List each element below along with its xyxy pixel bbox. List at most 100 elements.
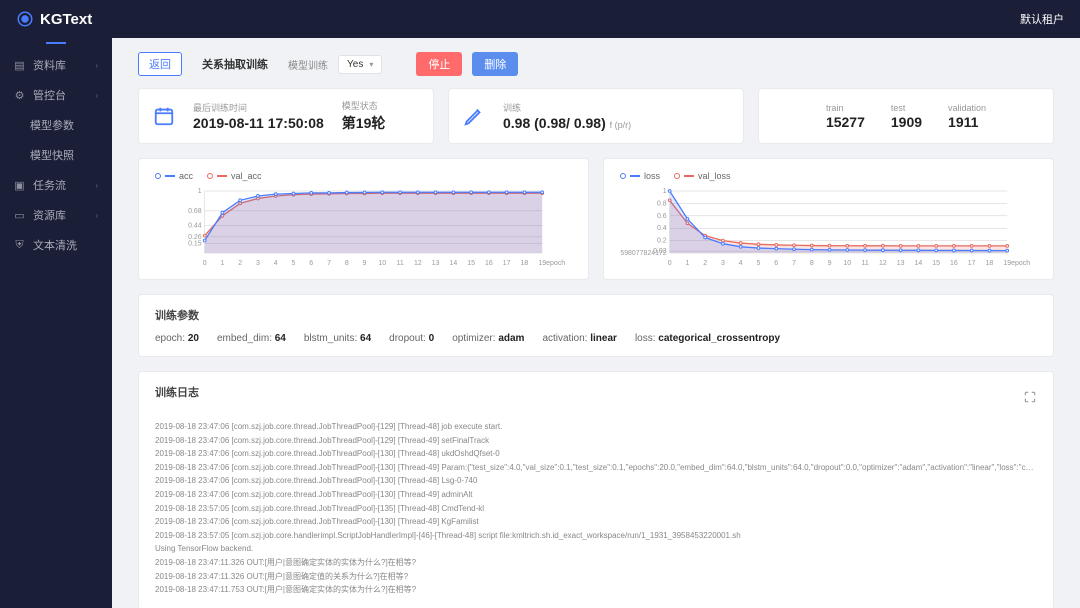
svg-text:14: 14: [450, 260, 458, 267]
brand-logo[interactable]: KGText: [16, 10, 92, 28]
svg-text:16: 16: [950, 260, 958, 267]
shield-icon: ⛨: [14, 240, 25, 251]
svg-text:1: 1: [198, 188, 202, 195]
sidebar-item-label: 任务流: [33, 177, 66, 193]
log-line: 2019-08-18 23:47:06 [com.szj.job.core.th…: [155, 420, 1037, 434]
select-label: 模型训练: [288, 57, 328, 72]
loss-legend: loss val_loss: [620, 171, 1037, 181]
svg-text:17: 17: [503, 260, 511, 267]
svg-text:2: 2: [238, 260, 242, 267]
svg-text:7: 7: [792, 260, 796, 267]
params-card: 训练参数 epoch: 20embed_dim: 64blstm_units: …: [138, 294, 1054, 357]
svg-text:14: 14: [915, 260, 923, 267]
chevron-down-icon: ▾: [369, 60, 373, 69]
svg-text:4: 4: [274, 260, 278, 267]
log-card: 训练日志 2019-08-18 23:47:06 [com.szj.job.co…: [138, 371, 1054, 608]
score-value: 0.98 (0.98/ 0.98) f (p/r): [503, 115, 631, 131]
sidebar-item[interactable]: ⛨文本清洗: [0, 230, 112, 260]
sidebar: ▤资料库› ⚙ 管控台 › 模型参数模型快照 ▣ 任务流 › ▭ 资源库 › ⛨文本清洗: [0, 38, 112, 608]
log-line: 2019-08-18 23:47:11.753 OUT:[用户|意图确定实体的实…: [155, 583, 1037, 597]
svg-text:0: 0: [668, 260, 672, 267]
svg-text:0.8: 0.8: [657, 200, 667, 207]
task-icon: ▣: [14, 180, 25, 191]
sidebar-item[interactable]: ▭ 资源库 ›: [0, 200, 112, 230]
svg-text:0.6: 0.6: [657, 213, 667, 220]
info-card-score: 训练 0.98 (0.98/ 0.98) f (p/r): [448, 88, 744, 144]
log-line: 2019-08-18 23:57:05 [com.szj.job.core.ha…: [155, 529, 1037, 543]
log-line: 2019-08-18 23:57:05 [com.szj.job.core.th…: [155, 502, 1037, 516]
sidebar-item[interactable]: ▤资料库›: [0, 50, 112, 80]
accuracy-chart: 0.150.260.440.68101234567891011121314151…: [155, 187, 572, 267]
back-tab[interactable]: 返回: [138, 52, 182, 76]
svg-text:19: 19: [538, 260, 546, 267]
delete-button[interactable]: 删除: [472, 52, 518, 76]
svg-text:0.2: 0.2: [657, 238, 667, 245]
pencil-icon: [463, 105, 485, 127]
score-label: 训练: [503, 101, 631, 114]
svg-text:epoch: epoch: [1011, 260, 1030, 267]
folder-icon: ▭: [14, 210, 25, 221]
svg-text:3: 3: [721, 260, 725, 267]
svg-text:1: 1: [663, 188, 667, 195]
svg-text:1: 1: [685, 260, 689, 267]
chevron-right-icon: ›: [95, 211, 98, 220]
brand-text: KGText: [40, 11, 92, 28]
sidebar-item[interactable]: ▣ 任务流 ›: [0, 170, 112, 200]
params-title: 训练参数: [155, 307, 1037, 323]
svg-text:0.68: 0.68: [188, 208, 202, 215]
log-line: 2019-08-18 23:47:06 [com.szj.job.core.th…: [155, 461, 1037, 475]
logo-icon: [16, 10, 34, 28]
loss-chart: 0.030.20.40.60.8101234567891011121314151…: [620, 187, 1037, 267]
svg-text:0: 0: [203, 260, 207, 267]
sidebar-item[interactable]: 模型参数: [0, 110, 112, 140]
log-line: 2019-08-18 23:47:06 [com.szj.job.core.th…: [155, 474, 1037, 488]
chevron-right-icon: ›: [95, 61, 98, 70]
sidebar-item[interactable]: ⚙ 管控台 ›: [0, 80, 112, 110]
svg-text:4: 4: [739, 260, 743, 267]
calendar-icon: [153, 105, 175, 127]
log-line: 2019-08-18 23:47:06 [com.szj.job.core.th…: [155, 515, 1037, 529]
sidebar-item-label: 模型参数: [30, 117, 74, 133]
sidebar-item-label: 模型快照: [30, 147, 74, 163]
chevron-right-icon: ›: [95, 91, 98, 100]
stop-button[interactable]: 停止: [416, 52, 462, 76]
svg-text:3: 3: [256, 260, 260, 267]
svg-text:13: 13: [897, 260, 905, 267]
svg-text:18: 18: [986, 260, 994, 267]
sidebar-item-label: 资源库: [33, 207, 66, 223]
train-icon: ⚙: [14, 90, 25, 101]
sidebar-item[interactable]: 模型快照: [0, 140, 112, 170]
svg-text:11: 11: [861, 260, 868, 267]
db-icon: ▤: [14, 60, 25, 71]
svg-text:9: 9: [828, 260, 832, 267]
accuracy-chart-card: acc val_acc 0.150.260.440.68101234567891…: [138, 158, 589, 280]
user-menu[interactable]: 默认租户: [1020, 11, 1064, 27]
svg-text:6: 6: [774, 260, 778, 267]
svg-text:16: 16: [485, 260, 493, 267]
expand-icon[interactable]: [1023, 390, 1037, 404]
time-label: 最后训练时间: [193, 101, 324, 114]
log-line: 2019-08-18 23:47:06 [com.szj.job.core.th…: [155, 434, 1037, 448]
svg-text:12: 12: [414, 260, 422, 267]
log-line: 2019-08-18 23:47:11.326 OUT:[用户|意图确定实体的实…: [155, 556, 1037, 570]
svg-text:0.26: 0.26: [188, 234, 202, 241]
svg-text:12: 12: [879, 260, 887, 267]
log-line: 2019-08-18 23:47:11.326 OUT:[用户|意图确定值的关系…: [155, 570, 1037, 584]
sidebar-item-label: 管控台: [33, 87, 66, 103]
svg-text:13: 13: [432, 260, 440, 267]
log-line: 2019-08-18 23:47:06 [com.szj.job.core.th…: [155, 488, 1037, 502]
loss-chart-card: loss val_loss 0.030.20.40.60.81012345678…: [603, 158, 1054, 280]
svg-text:10: 10: [843, 260, 851, 267]
acc-legend: acc val_acc: [155, 171, 572, 181]
status-value: 第19轮: [342, 113, 386, 133]
chevron-right-icon: ›: [95, 181, 98, 190]
svg-text:5: 5: [757, 260, 761, 267]
svg-text:0.02420598077824172: 0.02420598077824172: [620, 250, 667, 257]
svg-text:15: 15: [467, 260, 475, 267]
svg-text:0.15: 0.15: [188, 241, 202, 248]
param-item: blstm_units: 64: [304, 333, 371, 344]
info-card-time: 最后训练时间 2019-08-11 17:50:08 模型状态 第19轮: [138, 88, 434, 144]
svg-text:0.44: 0.44: [188, 223, 202, 230]
yes-select[interactable]: Yes ▾: [338, 55, 382, 74]
svg-text:2: 2: [703, 260, 707, 267]
